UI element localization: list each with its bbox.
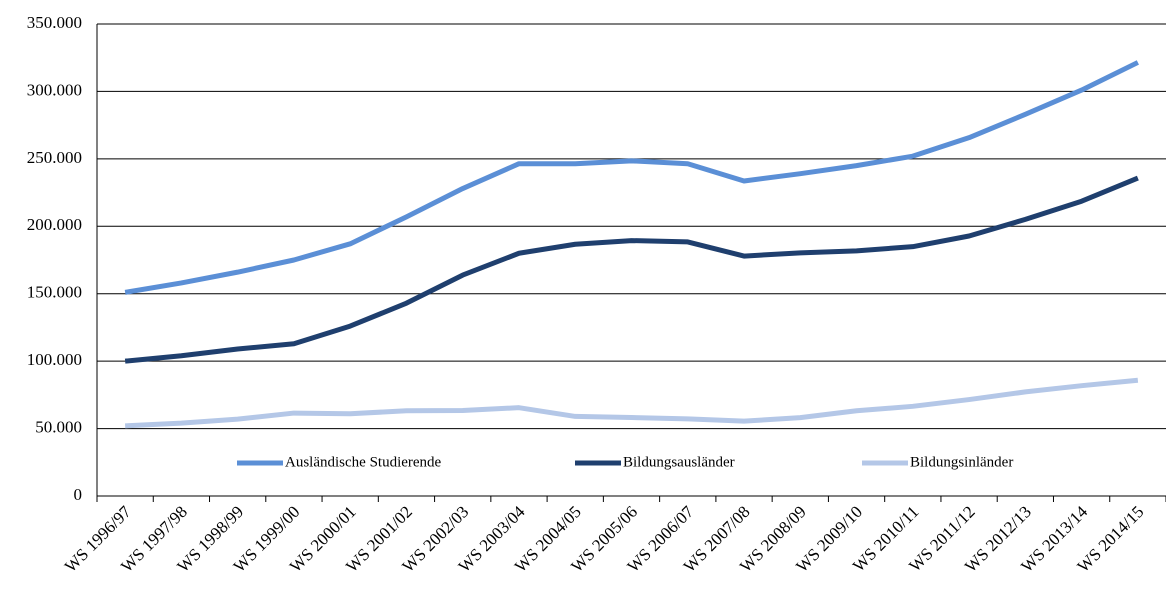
series-line xyxy=(124,175,1139,364)
y-tick-label: 200.000 xyxy=(27,215,82,234)
y-tick-label: 300.000 xyxy=(27,80,82,99)
series-line xyxy=(124,60,1139,295)
y-tick-label: 0 xyxy=(74,485,83,504)
y-tick-label: 350.000 xyxy=(27,13,82,32)
legend-label: Ausländische Studierende xyxy=(285,454,442,470)
y-tick-label: 150.000 xyxy=(27,283,82,302)
legend-label: Bildungsausländer xyxy=(623,454,735,470)
y-tick-label: 250.000 xyxy=(27,148,82,167)
legend-label: Bildungsinländer xyxy=(910,454,1013,470)
y-tick-label: 50.000 xyxy=(35,417,82,436)
series-line xyxy=(125,377,1139,429)
y-tick-label: 100.000 xyxy=(27,350,82,369)
